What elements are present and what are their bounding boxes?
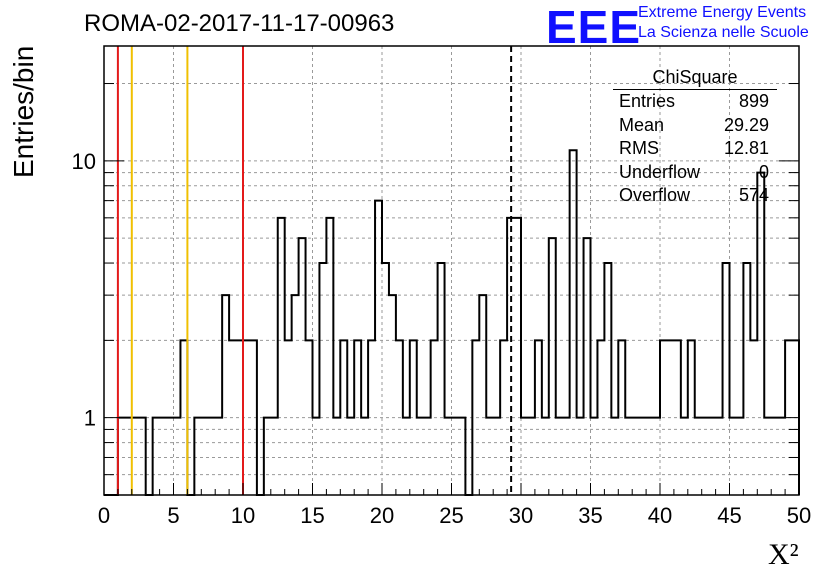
- y-tick-label: 10: [72, 149, 96, 174]
- histogram-bin: [479, 295, 486, 495]
- logo-line-2: La Scienza nelle Scuole: [638, 24, 809, 41]
- histogram-outline: [104, 149, 800, 496]
- stats-value: 12.81: [723, 138, 769, 158]
- x-tick-label: 20: [370, 503, 394, 528]
- stats-label: Overflow: [619, 185, 691, 205]
- x-tick-label: 15: [300, 503, 324, 528]
- histogram-bin: [438, 263, 445, 495]
- eee-logo-letters: EEE: [546, 1, 642, 53]
- stats-row-overflow: Overflow 574: [613, 184, 777, 208]
- x-tick-label: 5: [167, 503, 179, 528]
- stats-name: ChiSquare: [613, 66, 777, 90]
- histogram-bin: [382, 263, 389, 495]
- stats-label: Mean: [619, 114, 665, 135]
- y-tick-label: 1: [84, 406, 96, 431]
- x-tick-label: 35: [578, 503, 602, 528]
- histogram-bin: [292, 295, 299, 495]
- logo-line-1: Extreme Energy Events: [638, 4, 807, 21]
- histogram-bin: [757, 173, 764, 495]
- stats-row-mean: Mean 29.29: [613, 114, 777, 138]
- x-tick-label: 45: [717, 503, 741, 528]
- histogram-bin: [222, 295, 229, 495]
- histogram-bin: [549, 238, 556, 495]
- histogram-bin: [326, 218, 333, 495]
- stats-value: 574: [738, 185, 769, 205]
- histogram-bin: [375, 201, 382, 495]
- plot-title: ROMA-02-2017-11-17-00963: [84, 10, 395, 37]
- x-tick-label: 50: [787, 503, 811, 528]
- stats-row-underflow: Underflow 0: [613, 161, 777, 185]
- histogram-bin: [570, 150, 577, 495]
- stats-value: 0: [758, 161, 769, 182]
- histogram-bin: [743, 263, 750, 495]
- x-tick-label: 40: [648, 503, 672, 528]
- x-tick-label: 30: [509, 503, 533, 528]
- histogram-bin: [723, 263, 730, 495]
- stats-box: ChiSquare Entries 899 Mean 29.29 RMS 12.81 …: [613, 66, 777, 208]
- x-tick-label: 10: [231, 503, 255, 528]
- stats-label: RMS: [619, 138, 659, 158]
- y-axis-label: Entries/bin: [8, 45, 39, 178]
- x-tick-label: 25: [439, 503, 463, 528]
- histogram-bin: [278, 218, 285, 495]
- histogram-bin: [319, 263, 326, 495]
- stats-value: 29.29: [723, 114, 769, 135]
- histogram-bin: [514, 218, 521, 495]
- x-tick-label: 0: [98, 503, 110, 528]
- histogram-bin: [389, 295, 396, 495]
- histogram-bin: [584, 238, 591, 495]
- x-axis-label: X²: [768, 538, 799, 571]
- stats-row-entries: Entries 899: [613, 90, 777, 114]
- histogram-bin: [299, 238, 306, 495]
- stats-label: Entries: [619, 91, 676, 111]
- histogram-bin: [604, 263, 611, 495]
- stats-label: Underflow: [619, 161, 701, 182]
- stats-row-rms: RMS 12.81: [613, 137, 777, 161]
- stats-value: 899: [738, 91, 769, 111]
